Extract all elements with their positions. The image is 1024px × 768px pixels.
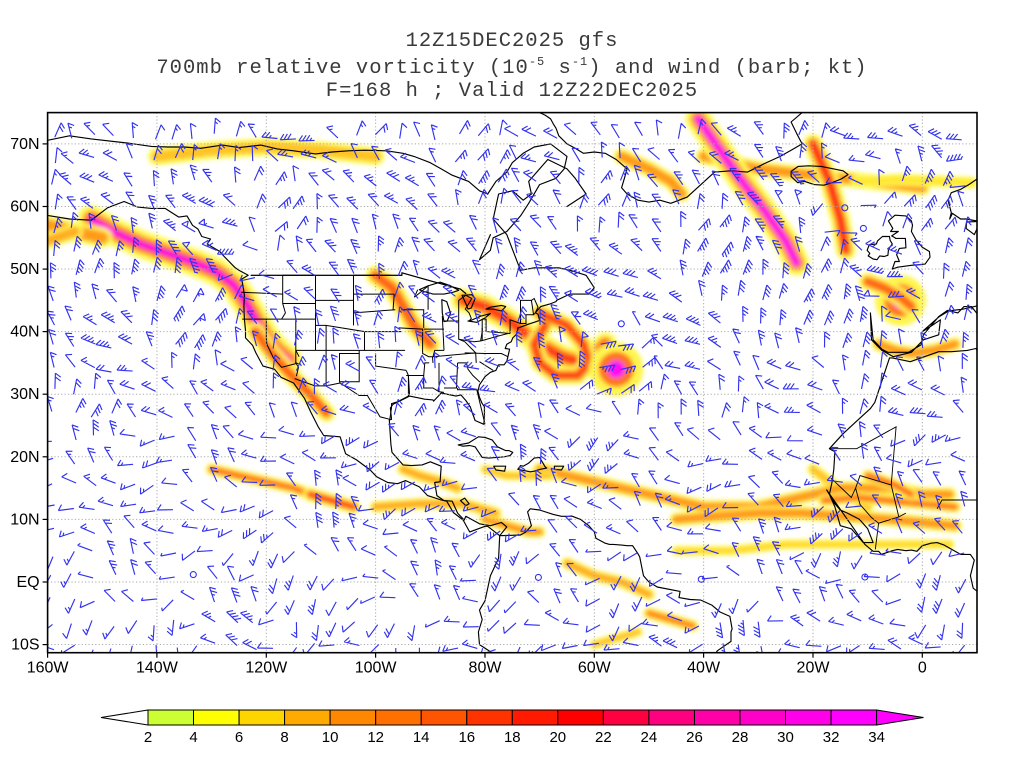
svg-text:40W: 40W — [687, 660, 721, 677]
svg-text:60N: 60N — [10, 199, 39, 216]
svg-text:22: 22 — [595, 729, 612, 746]
svg-text:10S: 10S — [11, 637, 39, 654]
svg-text:160W: 160W — [27, 660, 70, 677]
svg-text:10: 10 — [322, 729, 339, 746]
svg-text:4: 4 — [189, 729, 197, 746]
svg-text:28: 28 — [732, 729, 749, 746]
svg-text:6: 6 — [235, 729, 243, 746]
svg-text:12: 12 — [367, 729, 384, 746]
svg-text:34: 34 — [868, 729, 885, 746]
svg-text:0: 0 — [918, 660, 927, 677]
svg-text:10N: 10N — [10, 511, 39, 528]
svg-text:20: 20 — [549, 729, 566, 746]
svg-text:20N: 20N — [10, 449, 39, 466]
svg-text:16: 16 — [458, 729, 475, 746]
svg-text:80W: 80W — [469, 660, 503, 677]
svg-text:2: 2 — [144, 729, 152, 746]
svg-text:8: 8 — [280, 729, 288, 746]
svg-text:60W: 60W — [578, 660, 612, 677]
svg-text:70N: 70N — [10, 136, 39, 153]
svg-text:20W: 20W — [797, 660, 831, 677]
svg-text:30: 30 — [777, 729, 794, 746]
svg-text:40N: 40N — [10, 324, 39, 341]
svg-text:50N: 50N — [10, 261, 39, 278]
svg-text:26: 26 — [686, 729, 703, 746]
svg-text:120W: 120W — [245, 660, 288, 677]
svg-text:32: 32 — [823, 729, 840, 746]
svg-text:EQ: EQ — [16, 574, 39, 591]
svg-text:18: 18 — [504, 729, 521, 746]
svg-text:30N: 30N — [10, 386, 39, 403]
svg-text:14: 14 — [413, 729, 430, 746]
svg-text:24: 24 — [641, 729, 658, 746]
svg-text:100W: 100W — [355, 660, 398, 677]
svg-text:140W: 140W — [136, 660, 179, 677]
